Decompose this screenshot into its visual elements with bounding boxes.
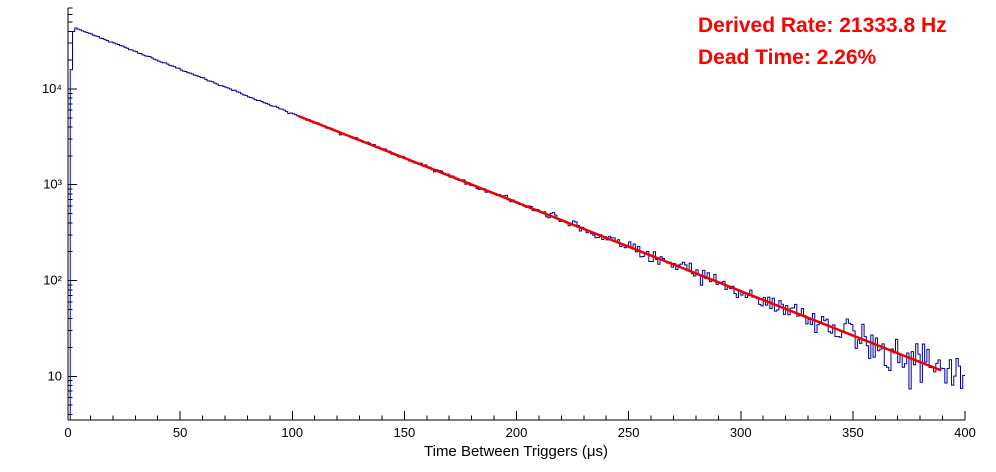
x-axis-title: Time Between Triggers (μs)	[424, 443, 608, 460]
dead-time-annotation: Dead Time: 2.26%	[698, 46, 877, 69]
x-tick-label: 300	[730, 425, 752, 440]
x-tick-label: 0	[64, 425, 71, 440]
derived-rate-annotation: Derived Rate: 21333.8 Hz	[698, 14, 947, 37]
x-tick-label: 100	[281, 425, 303, 440]
y-tick-label: 10²	[43, 273, 62, 288]
fit-line	[297, 114, 942, 372]
x-tick-label: 250	[618, 425, 640, 440]
y-tick-label: 10⁴	[42, 81, 62, 96]
x-tick-label: 350	[842, 425, 864, 440]
x-tick-label: 150	[394, 425, 416, 440]
series-layer	[68, 27, 965, 421]
histogram-line	[68, 27, 965, 421]
y-tick-label: 10	[48, 368, 62, 383]
axes-layer: 0 50 100 150 200 250 300 350 400 10 10² 10³ 10⁴	[42, 7, 976, 440]
y-tick-label: 10³	[43, 177, 62, 192]
x-tick-label: 200	[506, 425, 528, 440]
x-tick-label: 400	[954, 425, 976, 440]
x-tick-label: 50	[173, 425, 187, 440]
